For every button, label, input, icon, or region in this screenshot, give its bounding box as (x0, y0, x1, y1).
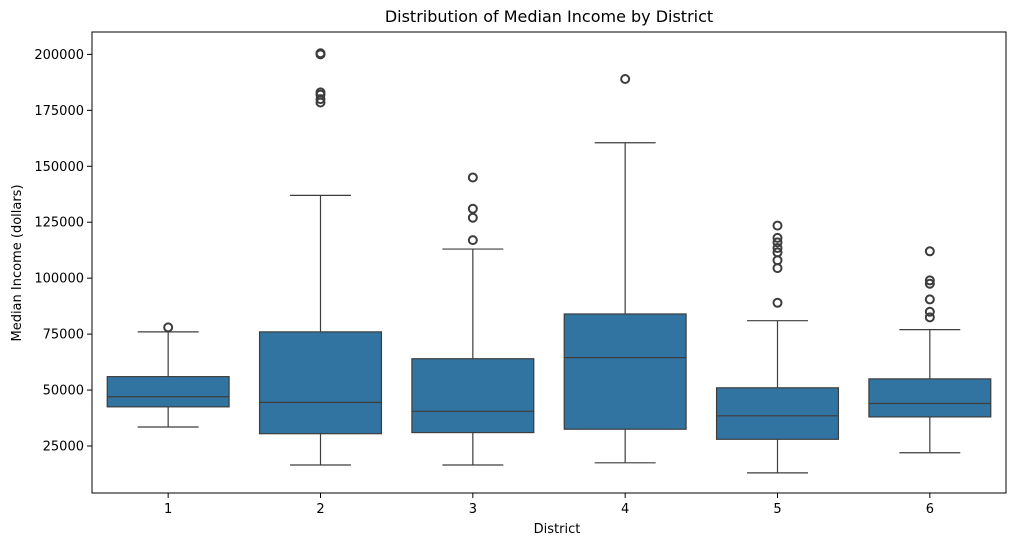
outlier-point (924, 306, 935, 317)
x-tick-label: 6 (926, 502, 934, 517)
iqr-box (715, 387, 840, 440)
y-axis-label: Median Income (dollars) (10, 184, 25, 341)
iqr-box (258, 331, 383, 435)
x-axis: 1 2 3 4 5 6 (164, 493, 934, 517)
x-tick-label: 3 (469, 502, 477, 517)
box-group-district-6 (868, 246, 992, 454)
outlier-point (772, 263, 783, 274)
y-tick-label: 125000 (34, 216, 84, 231)
outlier-point (315, 94, 326, 105)
y-tick-label: 150000 (34, 160, 84, 175)
outlier-point (163, 322, 174, 333)
outlier-point (924, 278, 935, 289)
iqr-box (411, 358, 535, 434)
plot-frame (91, 31, 1007, 494)
x-tick-label: 5 (773, 502, 781, 517)
x-axis-label: District (534, 522, 581, 537)
outlier-point (315, 48, 326, 59)
outlier-point (924, 294, 935, 305)
box-group-district-5 (715, 220, 840, 474)
outlier-point (467, 172, 478, 183)
outlier-point (772, 247, 783, 258)
outlier-point (315, 87, 326, 98)
y-tick-label: 25000 (43, 440, 84, 455)
x-tick-label: 1 (164, 502, 172, 517)
x-tick-label: 4 (621, 502, 629, 517)
outlier-point (772, 220, 783, 231)
iqr-box (563, 313, 687, 430)
outlier-point (772, 242, 783, 253)
outlier-point (772, 232, 783, 243)
box-group-district-3 (411, 172, 535, 466)
plot-area (106, 48, 992, 474)
iqr-box (106, 376, 230, 408)
box-group-district-2 (258, 48, 383, 466)
outlier-point (772, 255, 783, 266)
x-tick-label: 2 (316, 502, 324, 517)
y-tick-label: 175000 (34, 104, 84, 119)
outlier-point (467, 203, 478, 214)
y-tick-label: 50000 (43, 384, 84, 399)
chart-title: Distribution of Median Income by Distric… (385, 7, 713, 26)
outlier-point (620, 73, 631, 84)
y-axis: 25000 50000 75000 100000 125000 150000 175000 2… (34, 48, 92, 455)
outlier-point (924, 246, 935, 257)
outlier-point (772, 297, 783, 308)
outlier-point (924, 275, 935, 286)
y-tick-label: 200000 (34, 48, 84, 63)
box-group-district-4 (563, 73, 687, 464)
y-tick-label: 100000 (34, 272, 84, 287)
box-group-district-1 (106, 322, 230, 428)
outlier-point (467, 212, 478, 223)
y-tick-label: 75000 (43, 328, 84, 343)
outlier-point (924, 312, 935, 323)
iqr-box (868, 378, 992, 418)
outlier-point (467, 235, 478, 246)
outlier-point (772, 237, 783, 248)
